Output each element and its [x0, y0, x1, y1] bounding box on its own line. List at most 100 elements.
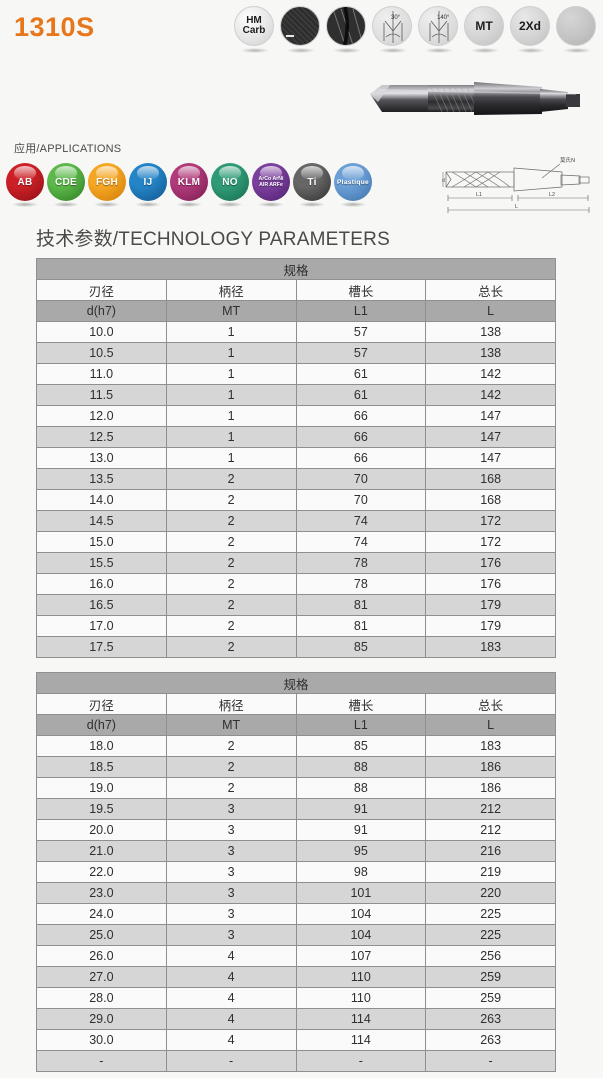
table-cell: 4 [165, 1029, 297, 1051]
table-cell: 74 [295, 531, 427, 553]
depth-2xd-icon: 2Xd [510, 6, 550, 46]
drawing-label-l1: L1 [476, 192, 482, 198]
spec-table-2: 规格 刃径 柄径 槽长 总长 d(h7) MT L1 L 18.0 2 85 183 18.5 2 88 186… [36, 672, 556, 1072]
table-cell: 91 [295, 819, 427, 841]
table-header-sym-row: d(h7) MT L1 L [36, 300, 556, 322]
model-code: 1310S [14, 12, 95, 42]
table-cell: 20.0 [36, 819, 167, 841]
column-header-symbol: d(h7) [36, 300, 167, 322]
table-header-cn-row: 刃径 柄径 槽长 总长 [36, 279, 556, 301]
table-cell: 17.0 [36, 615, 167, 637]
table-cell: 2 [165, 552, 297, 574]
table-cell: 88 [295, 777, 427, 799]
table-cell: 114 [295, 1029, 427, 1051]
app-badge-klm: KLM [170, 163, 208, 201]
table-cell: 27.0 [36, 966, 167, 988]
table-cell: 12.5 [36, 426, 167, 448]
page-header: 1310S HM Carb 30° 140° MT 2Xd [0, 0, 603, 60]
table-cell: 4 [165, 1008, 297, 1030]
column-header-symbol: L1 [295, 300, 427, 322]
table-cell: 216 [425, 840, 556, 862]
table-cell: 70 [295, 468, 427, 490]
application-badge-label: CDE [54, 176, 77, 188]
application-badge-label: IJ [143, 176, 153, 188]
table-cell: 2 [165, 636, 297, 658]
column-header-cn: 总长 [425, 279, 556, 301]
table-cell: 11.5 [36, 384, 167, 406]
badge-shadow [299, 202, 325, 207]
table-cell: 10.0 [36, 321, 167, 343]
spec-table-1: 规格 刃径 柄径 槽长 总长 d(h7) MT L1 L 10.0 1 57 138 10.5 1 57 138… [36, 258, 556, 658]
table-cell: 95 [295, 840, 427, 862]
table-row: 23.0 3 101 220 [36, 882, 556, 904]
flute-glyph [332, 7, 364, 45]
table-cell: 2 [165, 615, 297, 637]
column-header-symbol: L1 [295, 714, 427, 736]
table-cell: 18.0 [36, 735, 167, 757]
table-cell: 70 [295, 489, 427, 511]
badge-shadow [53, 202, 79, 207]
table-cell: 66 [295, 426, 427, 448]
plain-icon [556, 6, 596, 46]
icon-shadow [378, 48, 407, 53]
drawing-callout-morse: 莫氏N [560, 156, 575, 164]
table-cell: 11.0 [36, 363, 167, 385]
table-cell: 1 [165, 342, 297, 364]
table-header-sym-row: d(h7) MT L1 L [36, 714, 556, 736]
drawing-label-d: d [442, 178, 445, 184]
table-row: 11.0 1 61 142 [36, 363, 556, 385]
table-cell: 24.0 [36, 903, 167, 925]
table-cell: 98 [295, 861, 427, 883]
table-cell: 2 [165, 756, 297, 778]
column-header-symbol: L [425, 714, 556, 736]
table-cell: 14.5 [36, 510, 167, 532]
table-cell: 2 [165, 468, 297, 490]
table-cell: - [36, 1050, 167, 1072]
feature-icon-row: HM Carb 30° 140° MT 2Xd [234, 6, 597, 53]
table-cell: 12.0 [36, 405, 167, 427]
table-cell: 29.0 [36, 1008, 167, 1030]
table-cell: 57 [295, 342, 427, 364]
table-cell: 147 [425, 447, 556, 469]
table-row: 10.0 1 57 138 [36, 321, 556, 343]
table-cell: 2 [165, 489, 297, 511]
badge-shadow [258, 202, 284, 207]
table-cell: 66 [295, 405, 427, 427]
table-cell: 142 [425, 384, 556, 406]
column-header-cn: 总长 [425, 693, 556, 715]
table-cell: 1 [165, 384, 297, 406]
app-badge-no: NO [211, 163, 249, 201]
column-header-cn: 槽长 [295, 693, 427, 715]
badge-shadow [135, 202, 161, 207]
app-badge-ti: Ti [293, 163, 331, 201]
table-cell: 30.0 [36, 1029, 167, 1051]
table-cell: 13.5 [36, 468, 167, 490]
table-row: 17.5 2 85 183 [36, 636, 556, 658]
app-badge-arco-arni: ArCo ArNi AlR ARFe [252, 163, 290, 201]
table-cell: 1 [165, 405, 297, 427]
table-row: 21.0 3 95 216 [36, 840, 556, 862]
table-cell: 212 [425, 819, 556, 841]
feature-icon-line1: HM [246, 15, 262, 26]
table-row: 22.0 3 98 219 [36, 861, 556, 883]
table-cell: 19.0 [36, 777, 167, 799]
table-cell: 110 [295, 966, 427, 988]
point-angle-glyph: 140° [429, 11, 450, 43]
table-cell: 18.5 [36, 756, 167, 778]
table-cell: 1 [165, 363, 297, 385]
table-cell: 74 [295, 510, 427, 532]
column-header-symbol: L [425, 300, 556, 322]
table-cell: - [165, 1050, 297, 1072]
drawing-label-l2: L2 [549, 192, 555, 198]
table-cell: 61 [295, 384, 427, 406]
table-cell: 3 [165, 819, 297, 841]
table-row: 16.5 2 81 179 [36, 594, 556, 616]
badge-shadow [176, 202, 202, 207]
badge-shadow [340, 202, 366, 207]
table-row: 18.5 2 88 186 [36, 756, 556, 778]
badge-shadow [217, 202, 243, 207]
table-cell: 3 [165, 882, 297, 904]
app-badge-ab: AB [6, 163, 44, 201]
applications-title: 应用/APPLICATIONS [14, 143, 122, 155]
svg-text:140°: 140° [437, 15, 450, 21]
